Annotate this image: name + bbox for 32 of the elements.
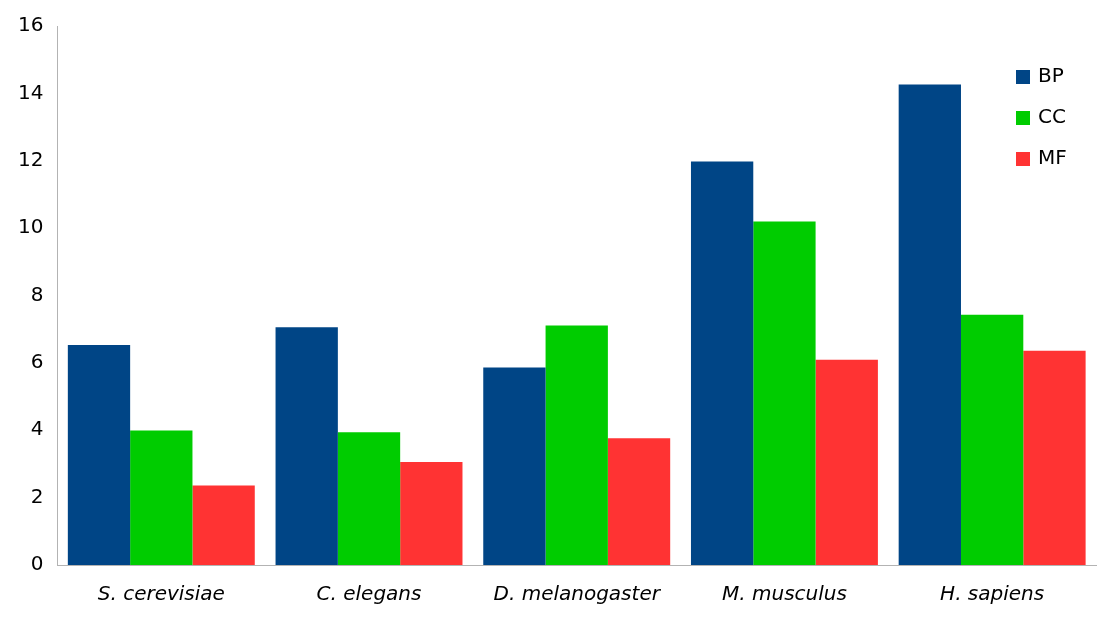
bar [1023, 350, 1086, 565]
y-tick-label: 0 [30, 551, 44, 576]
bar [960, 314, 1024, 565]
bar [400, 461, 463, 565]
bar [753, 221, 816, 565]
y-tick-label: 12 [18, 146, 44, 171]
bar [545, 325, 608, 565]
x-tick-label: M. musculus [722, 581, 847, 606]
x-tick-label: S. cerevisiae [97, 581, 225, 606]
x-tick-label: C. elegans [316, 581, 422, 606]
y-tick-label: 2 [30, 483, 44, 508]
bar [275, 327, 338, 565]
bar [337, 432, 401, 565]
legend-label: CC [1038, 104, 1066, 129]
bar [815, 359, 878, 565]
bar [67, 345, 131, 565]
bar [483, 367, 546, 565]
y-tick-label: 14 [18, 79, 44, 104]
y-tick-label: 4 [30, 416, 44, 441]
y-tick-label: 8 [30, 281, 44, 306]
legend-label: MF [1038, 145, 1067, 170]
y-tick-label: 16 [18, 12, 44, 37]
bar [690, 161, 754, 565]
bar [192, 485, 255, 565]
bar [898, 84, 961, 565]
legend-label: BP [1038, 63, 1064, 88]
x-tick-label: D. melanogaster [493, 581, 662, 606]
bar [130, 430, 193, 565]
x-tick-label: H. sapiens [940, 581, 1045, 606]
y-tick-label: 6 [30, 349, 44, 374]
bar [607, 438, 671, 565]
y-tick-label: 10 [18, 214, 44, 239]
